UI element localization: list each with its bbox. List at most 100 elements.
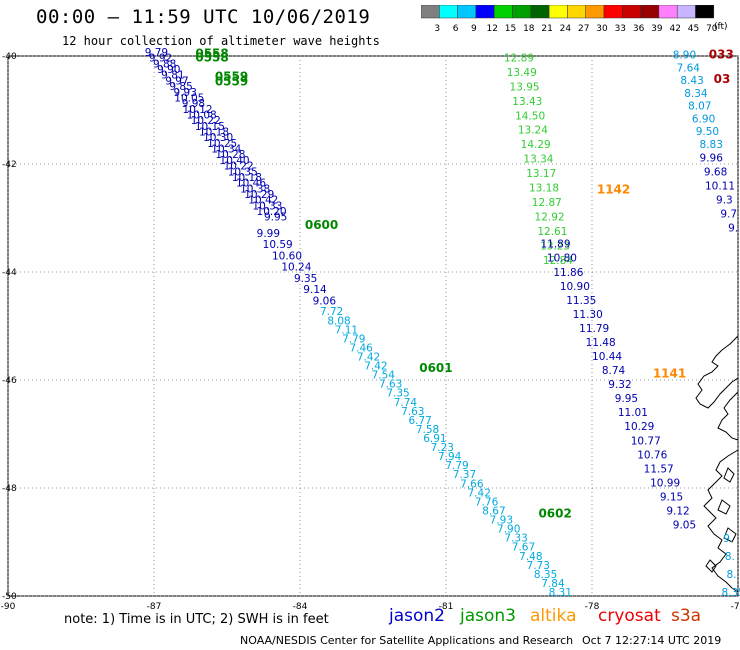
wave-height-label: 9.81 — [161, 70, 184, 82]
wave-height-label: 7.84 — [541, 578, 565, 590]
wave-height-label: 9.68 — [704, 166, 727, 178]
pass-time-label: 1141 — [653, 366, 686, 380]
wave-height-label: 10.38 — [240, 183, 270, 195]
wave-height-label: 9.05 — [673, 520, 696, 532]
wave-height-label: 7.79 — [342, 333, 365, 345]
wave-height-label: 8.08 — [327, 315, 350, 327]
satellite-legend-cryosat: cryosat — [598, 606, 661, 626]
wave-height-label: 6.77 — [408, 415, 431, 427]
wave-height-label: 10.22 — [224, 161, 254, 173]
wave-height-label: 9.96 — [700, 152, 724, 164]
wave-height-label: 10.29 — [624, 421, 654, 433]
pass-time-label: 0559 — [215, 69, 248, 83]
wave-height-label: 10.15 — [195, 121, 225, 133]
wave-height-label: 10.34 — [211, 144, 241, 156]
lon-tick-label: -81 — [439, 602, 454, 612]
wave-height-label: 7.66 — [460, 478, 484, 490]
wave-height-label: 9.32 — [608, 379, 631, 391]
wave-height-label: 7.33 — [504, 533, 527, 545]
wave-height-label: 11.30 — [573, 309, 603, 321]
legend-note: note: 1) Time is in UTC; 2) SWH is in fe… — [64, 612, 329, 627]
map-frame — [7, 55, 739, 597]
lat-tick-label: -44 — [2, 268, 17, 278]
wave-height-label: 12.84 — [543, 255, 573, 267]
wave-height-label: 7.72 — [320, 306, 343, 318]
wave-height-label: 12.89 — [504, 52, 534, 64]
satellite-track: 8.907.648.438.348.076.909.508.839.96 9.68… — [673, 48, 740, 599]
wave-height-label: 8.83 — [700, 139, 723, 151]
wave-height-label: 11.89 — [540, 239, 570, 251]
wave-height-label: 7.37 — [453, 469, 476, 481]
coastline — [723, 467, 735, 483]
lon-tick-label: -87 — [147, 602, 162, 612]
wave-height-label: 9.98 — [182, 98, 205, 110]
coastline — [703, 449, 739, 593]
lon-tick-label: -75 — [731, 602, 740, 612]
wave-height-label: 10.40 — [220, 155, 250, 167]
satellite-track: 12.89 13.49 13.95 13.43 14.50 13.24 14.29 13.34… — [504, 52, 573, 267]
color-scale-label: 27 — [578, 24, 589, 34]
wave-height-label: 8.35 — [721, 587, 740, 599]
satellite-track: 11.89 10.80 11.86 10.90 11.35 11.30 11.79 11.48… — [540, 183, 696, 532]
wave-height-label: 8.67 — [482, 505, 505, 517]
lon-tick-label: -84 — [293, 602, 308, 612]
wave-height-label: 13.49 — [507, 67, 537, 79]
wave-height-label: 6.90 — [692, 113, 715, 125]
wave-height-label: 9.93 — [174, 87, 197, 99]
wave-height-label: 14.29 — [521, 139, 551, 151]
page-title: 00:00 – 11:59 UTC 10/06/2019 — [36, 6, 371, 28]
coastline — [695, 335, 739, 409]
footer-timestamp: Oct 7 12:27:14 UTC 2019 — [582, 634, 722, 647]
color-scale-label: 70 — [706, 24, 718, 34]
wave-height-label: 10.90 — [560, 281, 590, 293]
wave-height-label: 11.48 — [586, 337, 616, 349]
wave-height-label: 9. — [723, 533, 733, 545]
pass-time-label: 0600 — [305, 218, 338, 232]
wave-height-label: 8.35 — [534, 569, 557, 581]
wave-height-label: 12.61 — [537, 226, 567, 238]
wave-height-label: 8.74 — [602, 365, 626, 377]
wave-height-label: 9.85 — [169, 81, 192, 93]
wave-height-label: 10.44 — [592, 351, 622, 363]
color-scale-label: 9 — [471, 24, 477, 34]
wave-height-label: 9.15 — [660, 491, 683, 503]
wave-height-label: 7.73 — [527, 560, 550, 572]
wave-height-label: 12.87 — [532, 197, 562, 209]
wave-height-label: 10.80 — [547, 253, 577, 265]
wave-height-label: 7.42 — [357, 351, 380, 363]
wave-height-label: 11.01 — [618, 407, 648, 419]
wave-height-label: 7.42 — [364, 361, 387, 373]
color-scale-label: 39 — [651, 24, 663, 34]
wave-height-label: 10.18 — [232, 172, 262, 184]
wave-height-label: 9.06 — [313, 295, 337, 307]
lon-tick-label: -90 — [1, 602, 16, 612]
lon-tick-label: -78 — [585, 602, 600, 612]
satellite-legend-jason2: jason2 — [389, 606, 445, 626]
wave-height-label: 7.48 — [519, 551, 542, 563]
wave-height-label: 10.35 — [228, 166, 258, 178]
wave-height-label: 10.60 — [272, 250, 302, 262]
pass-time-label: 0558 — [195, 47, 228, 61]
wave-height-label: 6.91 — [423, 433, 446, 445]
wave-height-label: 7.76 — [475, 496, 499, 508]
wave-height-label: 10.46 — [236, 178, 266, 190]
coastline — [723, 527, 737, 543]
wave-height-label: 9.14 — [303, 284, 327, 296]
wave-height-label: 13.34 — [523, 154, 553, 166]
wave-height-label: 7.79 — [445, 460, 468, 472]
coastline — [717, 391, 739, 441]
wave-height-label: 7.64 — [677, 62, 701, 74]
pass-time-label: 0559 — [215, 75, 248, 89]
wave-height-label: 7.35 — [386, 388, 409, 400]
wave-height-label: 9.92 — [149, 53, 172, 65]
wave-height-label: 11.79 — [579, 323, 609, 335]
wave-height-label: 8.07 — [688, 101, 711, 113]
wave-height-label: 13.43 — [512, 96, 542, 108]
pass-time-label: 0601 — [419, 361, 452, 375]
wave-height-label: 9.95 — [615, 393, 638, 405]
wave-height-label: 10.28 — [215, 149, 245, 161]
color-scale-unit: (ft) — [714, 22, 728, 32]
wave-height-label: 10.77 — [631, 435, 661, 447]
